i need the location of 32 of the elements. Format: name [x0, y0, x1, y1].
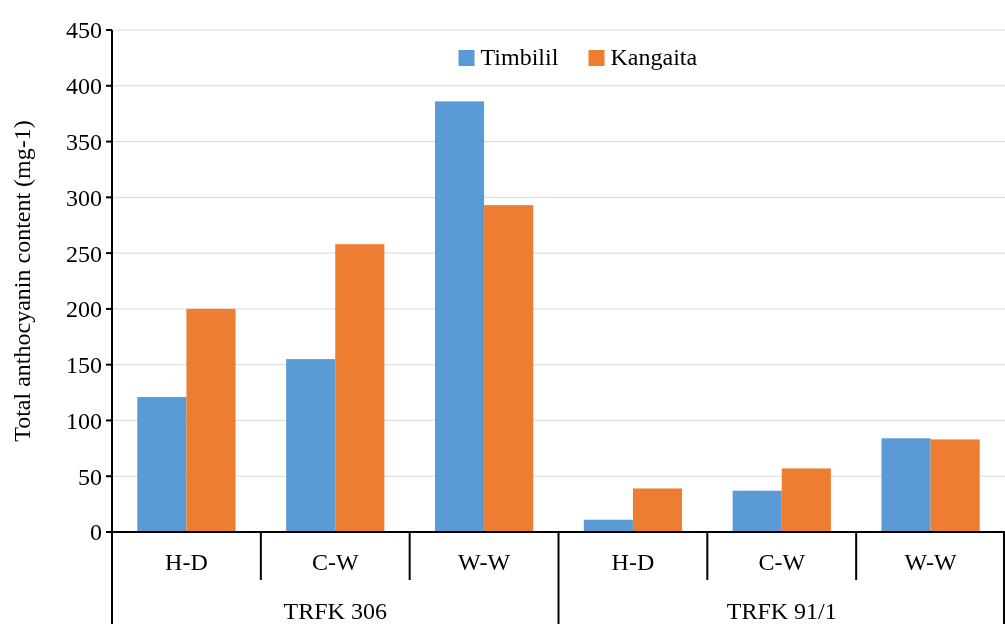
bar [632, 488, 683, 532]
y-tick-label: 50 [78, 463, 102, 490]
bar [930, 439, 980, 532]
text: TRFK 91/1 [726, 598, 837, 624]
bar [732, 490, 782, 532]
bar [881, 438, 931, 532]
y-tick-label: 200 [66, 296, 102, 323]
x-tick-label: W-W [904, 549, 957, 575]
y-axis-title: Total anthocyanin content (mg-1) [9, 120, 35, 442]
x-tick-label: C-W [311, 549, 359, 575]
bar [186, 308, 236, 532]
legend-label: Kangaita [610, 44, 698, 70]
y-tick-label: 350 [66, 128, 102, 155]
bar [335, 244, 385, 532]
y-tick-label: 400 [66, 73, 102, 100]
bar [781, 468, 831, 532]
y-tick-label: 250 [66, 240, 102, 267]
y-tick-label: 100 [66, 407, 102, 434]
x-tick-label: H-D [165, 549, 208, 575]
y-tick-label: 450 [66, 17, 102, 44]
bar [286, 359, 336, 532]
x-tick-label: W-W [458, 549, 511, 575]
y-tick-label: 300 [66, 184, 102, 211]
y-tick-label: 150 [66, 352, 102, 379]
x-tick-label: C-W [758, 549, 806, 575]
x-tick-label: H-D [611, 549, 655, 575]
bar [434, 101, 485, 532]
y-tick-label: 0 [90, 519, 102, 546]
legend-label: Timbilil [480, 44, 559, 70]
bar [137, 397, 187, 532]
bar [484, 205, 534, 532]
text: TRFK 306 [283, 598, 387, 624]
